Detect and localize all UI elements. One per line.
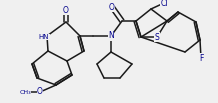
- Text: O: O: [37, 88, 43, 97]
- Text: F: F: [199, 53, 203, 63]
- Text: CH₃: CH₃: [19, 90, 31, 94]
- Text: Cl: Cl: [160, 0, 168, 8]
- Text: S: S: [155, 33, 159, 42]
- Text: N: N: [108, 32, 114, 40]
- Text: O: O: [109, 2, 115, 12]
- Text: HN: HN: [39, 34, 49, 40]
- Text: O: O: [63, 5, 69, 15]
